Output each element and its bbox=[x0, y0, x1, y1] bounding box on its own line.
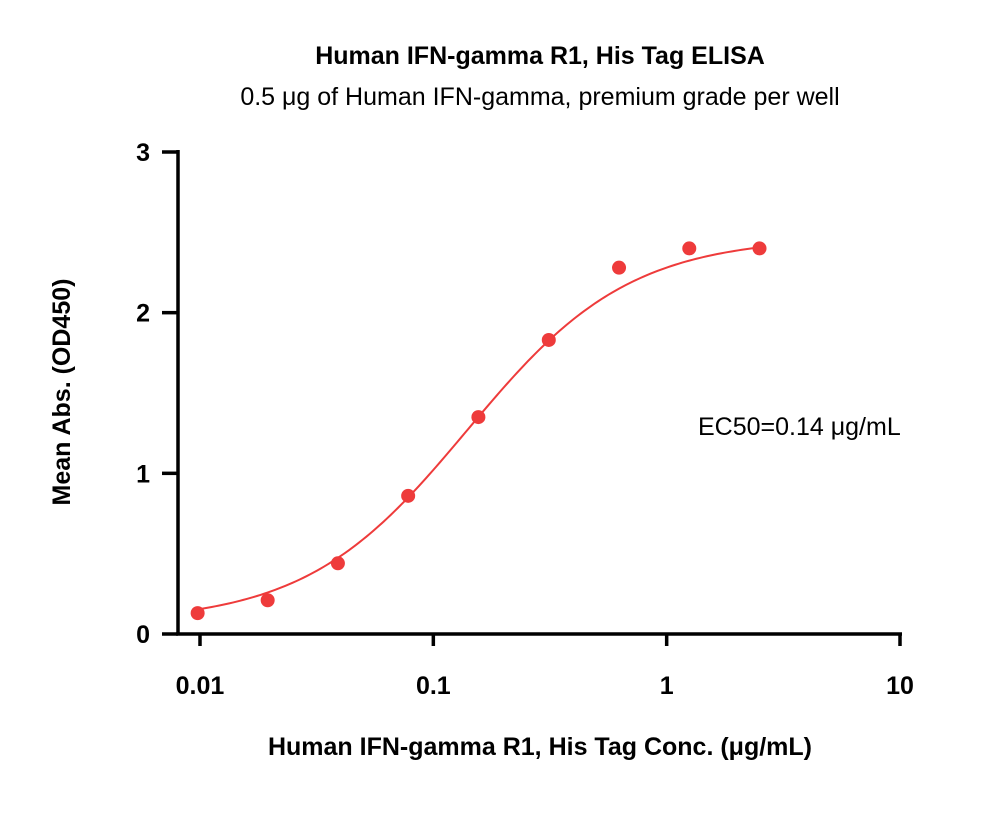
data-point bbox=[682, 241, 697, 256]
x-tick-label: 10 bbox=[886, 672, 914, 700]
data-point bbox=[330, 556, 345, 571]
fit-curve bbox=[197, 246, 760, 611]
data-point bbox=[190, 606, 205, 621]
x-tick-label: 0.1 bbox=[416, 672, 451, 700]
y-ticks: 0 1 2 3 bbox=[136, 139, 178, 649]
y-axis-title: Mean Abs. (OD450) bbox=[48, 279, 76, 506]
data-point bbox=[612, 260, 627, 275]
x-axis-title: Human IFN-gamma R1, His Tag Conc. (μg/mL… bbox=[268, 733, 812, 761]
data-point bbox=[260, 593, 275, 608]
y-tick-label: 3 bbox=[136, 139, 150, 167]
ec50-annotation: EC50=0.14 μg/mL bbox=[698, 413, 901, 441]
data-point bbox=[471, 410, 486, 425]
y-tick-label: 2 bbox=[136, 300, 150, 328]
x-tick-label: 0.01 bbox=[176, 672, 225, 700]
y-tick-label: 1 bbox=[136, 460, 150, 488]
chart-title: Human IFN-gamma R1, His Tag ELISA bbox=[315, 42, 765, 70]
data-point bbox=[401, 488, 416, 503]
x-ticks: 0.01 0.1 1 10 bbox=[176, 634, 914, 700]
data-point bbox=[541, 332, 556, 347]
y-tick-label: 0 bbox=[136, 621, 150, 649]
chart-subtitle: 0.5 μg of Human IFN-gamma, premium grade… bbox=[240, 83, 839, 111]
data-point bbox=[752, 241, 767, 256]
x-tick-label: 1 bbox=[660, 672, 674, 700]
data-points bbox=[190, 241, 767, 621]
axes bbox=[176, 150, 902, 636]
